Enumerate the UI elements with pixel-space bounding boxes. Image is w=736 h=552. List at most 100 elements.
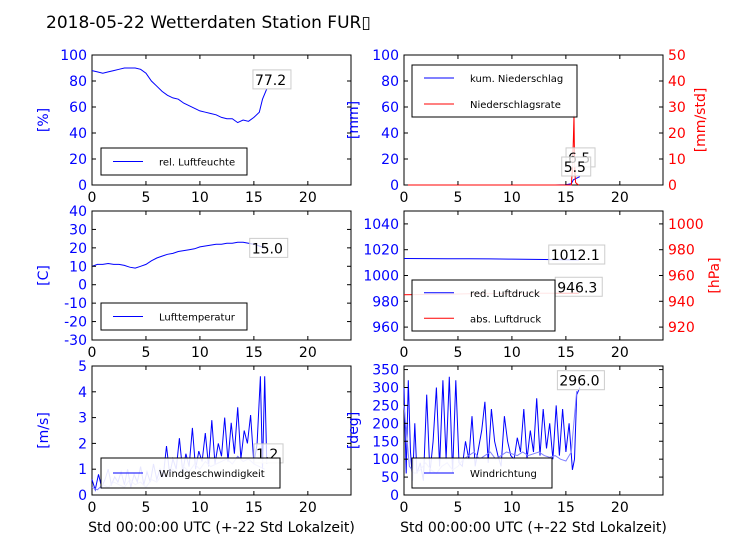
y-tick-label: 1000 bbox=[363, 269, 399, 285]
legend-box bbox=[411, 279, 556, 332]
legend: Windgeschwindigkeit bbox=[100, 457, 281, 489]
y-tick-label: 0 bbox=[390, 488, 399, 504]
y-axis-label: [%] bbox=[36, 108, 52, 132]
y-tick-label: 150 bbox=[372, 434, 399, 450]
x-tick-label: 5 bbox=[141, 345, 150, 361]
chart-panel-temperature: 0 5 10 15 20 -30 -20 -10 0 10 20 30 40 [C] 15.0 Lufttem… bbox=[36, 204, 352, 361]
y-tick-label: 250 bbox=[372, 398, 399, 414]
y-tick-label: 1020 bbox=[363, 243, 399, 259]
y-tick-label: 20 bbox=[69, 152, 87, 168]
y-axis-label: [deg] bbox=[346, 412, 362, 449]
y-tick-label: 1 bbox=[78, 462, 87, 478]
x-tick-label: 10 bbox=[503, 345, 521, 361]
y-tick-label: 3 bbox=[78, 411, 87, 427]
y-tick-label: 80 bbox=[381, 74, 399, 90]
legend: kum. Niederschlag Niederschlagsrate bbox=[411, 64, 578, 118]
y-tick-label: 30 bbox=[69, 222, 87, 238]
annotation-box bbox=[252, 69, 292, 90]
y2-tick-label: 30 bbox=[668, 100, 686, 116]
y-tick-label: 80 bbox=[69, 74, 87, 90]
x-tick-label: 20 bbox=[299, 500, 317, 516]
y-tick-label: 2 bbox=[78, 436, 87, 452]
legend: rel. Luftfeuchte bbox=[100, 147, 248, 176]
x-tick-label: 20 bbox=[611, 500, 629, 516]
series-line-rel-luftfeuchte bbox=[91, 67, 268, 124]
y-tick-label: 40 bbox=[69, 126, 87, 142]
y-tick-label: 980 bbox=[372, 294, 399, 310]
x-tick-label: 15 bbox=[245, 500, 263, 516]
legend: Windrichtung bbox=[411, 457, 553, 489]
x-tick-label: 5 bbox=[141, 190, 150, 206]
y2-tick-label: 0 bbox=[668, 178, 677, 194]
x-tick-label: 10 bbox=[191, 500, 209, 516]
x-tick-label: 0 bbox=[88, 345, 97, 361]
y-tick-label: 350 bbox=[372, 363, 399, 379]
y2-tick-label: 980 bbox=[668, 243, 695, 259]
y2-tick-label: 10 bbox=[668, 152, 686, 168]
x-tick-label: 20 bbox=[299, 345, 317, 361]
series-line-lufttemperatur bbox=[91, 241, 265, 269]
y2-tick-label: 20 bbox=[668, 126, 686, 142]
y-axis-label: [m/s] bbox=[36, 412, 52, 449]
series-line-windrichtung bbox=[403, 376, 581, 481]
y-tick-label: 5 bbox=[78, 359, 87, 375]
y-axis-label: [C] bbox=[36, 265, 52, 286]
legend-box bbox=[411, 64, 578, 118]
y2-tick-label: 1000 bbox=[668, 217, 704, 233]
y-tick-label: 960 bbox=[372, 320, 399, 336]
figure-title: 2018-05-22 Wetterdaten Station FUR▯ bbox=[46, 13, 371, 33]
x-tick-label: 0 bbox=[400, 345, 409, 361]
y-tick-label: 100 bbox=[60, 48, 87, 64]
chart-panel-precip: 0 5 10 15 20 0 20 40 60 80 100 0 10 20 30 40 50 [mm] [mm/s… bbox=[346, 48, 709, 206]
x-tick-label: 15 bbox=[245, 190, 263, 206]
y-tick-label: 0 bbox=[78, 278, 87, 294]
legend-label: Windrichtung bbox=[470, 469, 537, 480]
x-axis-label: Std 00:00:00 UTC (+-22 Std Lokalzeit) bbox=[400, 520, 667, 536]
y2-tick-label: 40 bbox=[668, 74, 686, 90]
x-tick-label: 10 bbox=[503, 500, 521, 516]
x-tick-label: 15 bbox=[557, 345, 575, 361]
series-group bbox=[91, 67, 268, 124]
x-tick-label: 5 bbox=[453, 500, 462, 516]
y2-tick-label: 960 bbox=[668, 269, 695, 285]
y2-axis-label: [hPa] bbox=[707, 257, 723, 293]
x-tick-label: 10 bbox=[191, 345, 209, 361]
legend: Lufttemperatur bbox=[100, 302, 248, 331]
annotation-label: 1012.1 bbox=[551, 248, 600, 264]
annotation-label: 5.5 bbox=[564, 160, 586, 176]
y-tick-label: 50 bbox=[381, 470, 399, 486]
y-tick-label: 60 bbox=[381, 100, 399, 116]
y-tick-label: 40 bbox=[381, 126, 399, 142]
annotation-label: 946.3 bbox=[557, 280, 597, 296]
annotation-label: 15.0 bbox=[252, 241, 283, 257]
y2-tick-label: 940 bbox=[668, 294, 695, 310]
y-tick-label: 0 bbox=[390, 178, 399, 194]
y-tick-label: 200 bbox=[372, 416, 399, 432]
x-tick-label: 0 bbox=[400, 190, 409, 206]
x-tick-label: 5 bbox=[453, 345, 462, 361]
y-tick-label: 10 bbox=[69, 259, 87, 275]
legend-label: rel. Luftfeuchte bbox=[159, 158, 235, 169]
annotation-box bbox=[249, 237, 289, 258]
y-tick-label: 100 bbox=[372, 452, 399, 468]
annotation-label: 77.2 bbox=[255, 73, 286, 89]
x-tick-label: 5 bbox=[141, 500, 150, 516]
x-tick-label: 10 bbox=[503, 190, 521, 206]
series-line-red-luftdruck bbox=[403, 258, 579, 261]
legend-label: Lufttemperatur bbox=[159, 313, 236, 324]
y-tick-label: 1040 bbox=[363, 217, 399, 233]
y-tick-label: 40 bbox=[69, 204, 87, 220]
annotation-box bbox=[561, 156, 592, 177]
x-tick-label: 20 bbox=[611, 345, 629, 361]
y-tick-label: -20 bbox=[64, 315, 87, 331]
chart-panel-pressure: 0 5 10 15 20 960 980 1000 1020 1040 920 940 960 980 10… bbox=[363, 210, 723, 361]
y2-axis-label: [mm/std] bbox=[693, 88, 709, 153]
y-tick-label: 4 bbox=[78, 385, 87, 401]
annotation-box bbox=[548, 244, 606, 265]
x-tick-label: 0 bbox=[400, 500, 409, 516]
y-tick-label: 300 bbox=[372, 381, 399, 397]
y-tick-label: 0 bbox=[78, 178, 87, 194]
series-group bbox=[404, 114, 581, 186]
